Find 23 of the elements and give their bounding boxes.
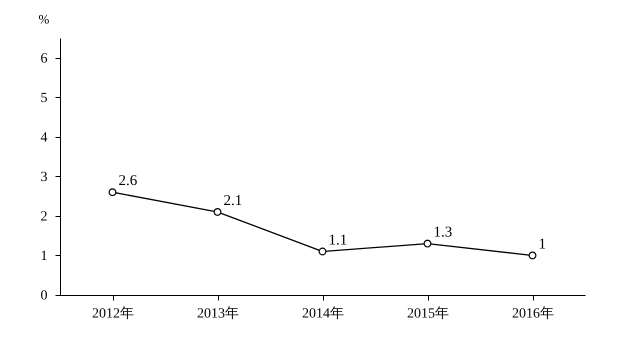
y-tick-label: 1	[40, 248, 48, 264]
x-tick-label: 2014年	[302, 306, 344, 322]
x-tick-label: 2016年	[512, 306, 554, 322]
y-tick-label: 2	[40, 209, 48, 224]
point	[318, 248, 326, 256]
point	[108, 188, 116, 196]
point	[214, 208, 222, 216]
data-label: 2.1	[224, 192, 242, 209]
x-tick-label: 2015年	[407, 306, 449, 322]
data-label: 1	[538, 236, 546, 252]
data-label: 1.3	[434, 224, 452, 241]
x-tick-label: 2013年	[197, 306, 239, 322]
y-tick-label: 3	[40, 170, 48, 185]
point	[528, 252, 536, 260]
y-tick-label: 4	[40, 130, 48, 146]
data-label: 1.1	[328, 232, 348, 249]
data-label: 2.6	[118, 173, 138, 190]
y-tick-label: 5	[40, 90, 48, 106]
y-axis-title: %	[38, 12, 50, 26]
point	[424, 240, 432, 248]
y-tick-label: 6	[40, 51, 48, 66]
x-tick-label: 2012年	[92, 306, 134, 322]
y-tick-label: 0	[40, 288, 48, 304]
